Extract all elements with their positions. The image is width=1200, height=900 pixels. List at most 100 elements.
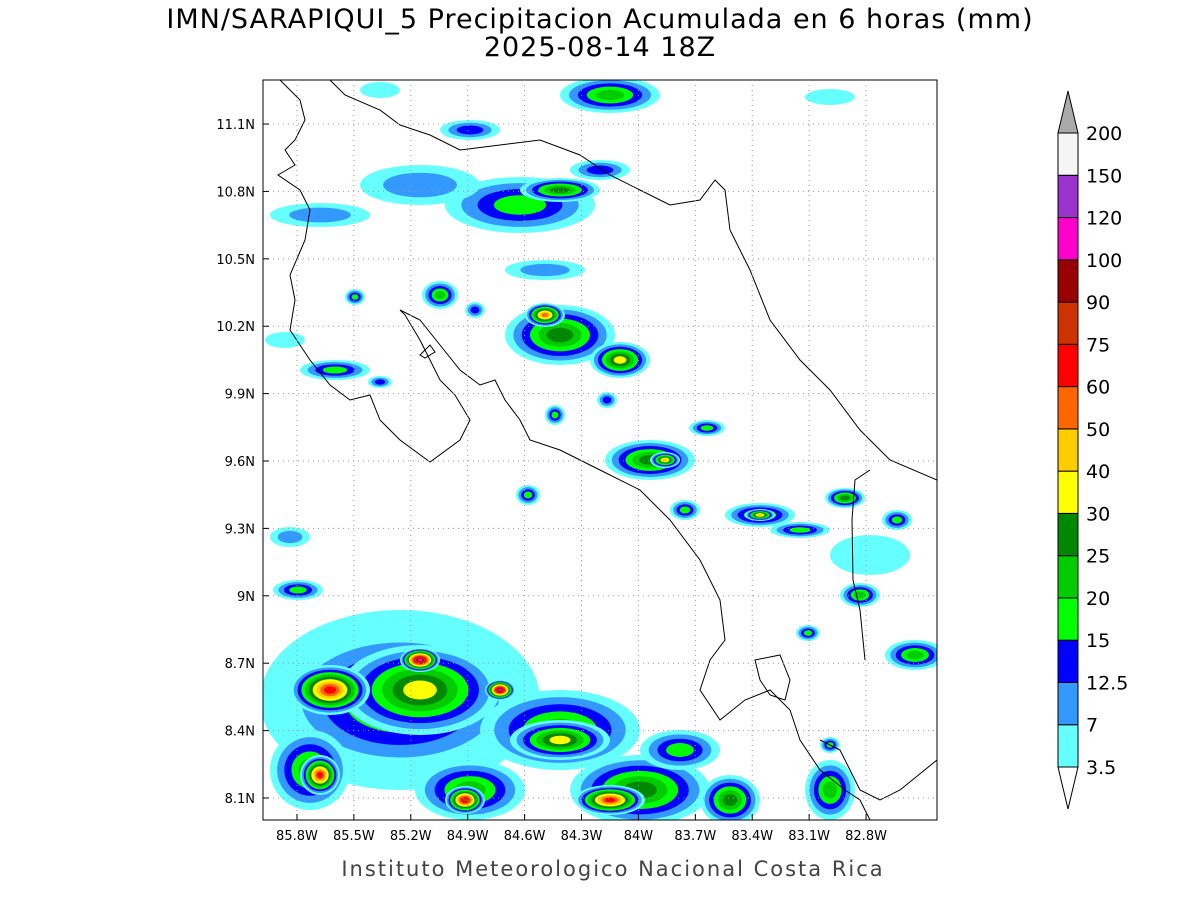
precip-contour <box>604 797 616 803</box>
precip-contour <box>722 793 738 807</box>
lat-tick-label: 9N <box>237 590 255 605</box>
lon-tick-label: 83.7W <box>674 829 716 844</box>
colorbar-above <box>1057 90 1079 134</box>
precip-contour <box>323 686 337 694</box>
lon-tick-label: 85.2W <box>390 829 432 844</box>
precip-contour <box>891 516 903 524</box>
colorbar-label: 30 <box>1086 503 1110 525</box>
colorbar-segment <box>1057 174 1079 219</box>
precip-contour <box>602 396 612 404</box>
colorbar-segment <box>1057 386 1079 430</box>
precip-contour <box>586 165 614 175</box>
colorbar-segment <box>1057 259 1079 303</box>
precip-contour <box>822 781 838 799</box>
precip-contour <box>803 630 813 636</box>
lat-tick-label: 9.3N <box>225 522 255 537</box>
precip-contour <box>403 680 437 700</box>
precip-contour <box>289 586 307 594</box>
lat-tick-label: 8.7N <box>225 657 255 672</box>
colorbar-label: 90 <box>1086 292 1110 314</box>
precip-contour <box>550 187 570 193</box>
lat-tick-label: 8.4N <box>225 725 255 740</box>
coastline <box>819 739 937 801</box>
precip-contour <box>679 506 691 514</box>
precip-contour <box>549 735 571 745</box>
lon-tick-label: 85.5W <box>333 829 375 844</box>
precip-contour <box>316 771 324 779</box>
coastline <box>754 654 791 701</box>
colorbar-segment <box>1057 217 1079 261</box>
lon-tick-label: 84.6W <box>504 829 546 844</box>
colorbar-segment <box>1057 555 1079 599</box>
colorbar-segment <box>1057 512 1079 557</box>
coastlines <box>277 80 937 820</box>
lon-tick-label: 84.9W <box>447 829 489 844</box>
coastline <box>419 344 436 359</box>
precip-contour <box>700 425 714 431</box>
lon-tick-label: 83.1W <box>788 829 830 844</box>
precip-contour <box>322 366 348 374</box>
precip-contour <box>523 491 533 499</box>
precip-contour <box>374 379 386 385</box>
precip-contour <box>906 650 924 660</box>
precip-contour <box>277 530 303 544</box>
precip-contour <box>757 513 763 517</box>
colorbar-label: 15 <box>1086 630 1110 652</box>
precip-contour <box>470 306 480 314</box>
colorbar-label: 12.5 <box>1086 672 1128 694</box>
lat-tick-label: 10.8N <box>216 185 255 200</box>
colorbar-label: 100 <box>1086 250 1122 272</box>
subtitle: 2025-08-14 18Z <box>484 32 716 63</box>
precip-contour <box>551 411 559 419</box>
colorbar-label: 120 <box>1086 208 1122 230</box>
coastline <box>277 80 871 820</box>
precip-contour <box>805 89 855 105</box>
plot-frame <box>262 79 938 821</box>
precip-contour <box>613 356 627 364</box>
precip-contour <box>417 658 423 662</box>
colorbar-label: 40 <box>1086 461 1110 483</box>
lon-tick-label: 82.8W <box>845 829 887 844</box>
precip-contour <box>351 294 359 300</box>
precip-contour <box>493 195 547 215</box>
colorbar-label: 75 <box>1086 334 1110 356</box>
precip-contour <box>498 688 502 692</box>
colorbar-segment <box>1057 470 1079 514</box>
precip-field <box>263 80 937 820</box>
lat-tick-label: 9.6N <box>225 455 255 470</box>
lat-tick-label: 11.1N <box>216 118 255 133</box>
colorbar-label: 25 <box>1086 546 1110 568</box>
colorbar-segment <box>1057 681 1079 726</box>
colorbar-segment <box>1057 132 1079 176</box>
precip-contour <box>830 535 910 575</box>
coastline <box>329 80 937 481</box>
precip-contour <box>434 291 446 299</box>
colorbar-label: 50 <box>1086 419 1110 441</box>
title: IMN/SARAPIQUI_5 Precipitacion Acumulada … <box>166 4 1033 35</box>
precip-contour <box>541 313 549 317</box>
precip-contour <box>289 207 351 223</box>
precip-contour <box>595 89 625 101</box>
precip-contour <box>546 327 574 343</box>
colorbar-segment <box>1057 724 1079 768</box>
lon-tick-label: 83.4W <box>731 829 773 844</box>
precip-contour <box>360 82 400 98</box>
precip-contour <box>265 332 305 348</box>
colorbar-label: 150 <box>1086 165 1122 187</box>
coastline <box>851 469 871 661</box>
colorbar-segment <box>1057 639 1079 683</box>
colorbar-below <box>1057 766 1079 810</box>
lat-tick-label: 10.5N <box>216 253 255 268</box>
precip-contour <box>383 172 457 198</box>
precip-contour <box>666 743 694 757</box>
lat-tick-label: 10.2N <box>216 320 255 335</box>
colorbar-label: 7 <box>1086 715 1098 737</box>
colorbar-label: 3.5 <box>1086 757 1116 779</box>
precip-contour <box>789 527 811 533</box>
lon-tick-label: 84W <box>624 829 654 844</box>
colorbar-label: 200 <box>1086 123 1122 145</box>
lat-tick-label: 9.9N <box>225 388 255 403</box>
colorbar-segment <box>1057 428 1079 472</box>
colorbar-segment <box>1057 343 1079 388</box>
